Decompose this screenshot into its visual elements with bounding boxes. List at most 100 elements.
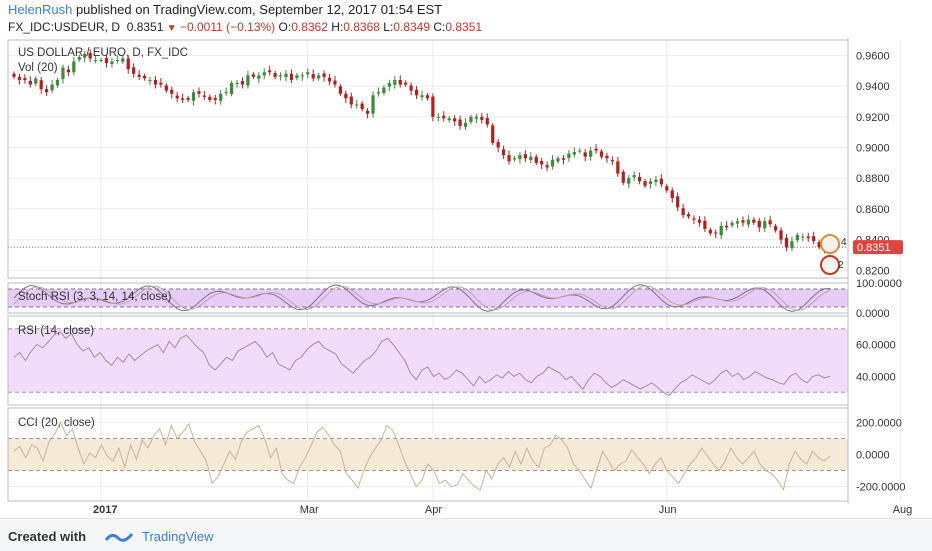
candle-body xyxy=(425,95,430,99)
candle-body xyxy=(414,89,419,96)
x-tick-label: 2017 xyxy=(93,504,117,516)
candle-body xyxy=(191,92,196,101)
candle-body xyxy=(229,82,234,95)
last-price-badge: 0.8351 xyxy=(853,240,903,255)
candle-body xyxy=(371,95,375,114)
candle-body xyxy=(714,232,718,234)
candle-body xyxy=(72,61,76,73)
event-markers[interactable]: 4 2 xyxy=(820,234,847,275)
candle-body xyxy=(790,241,794,249)
candle-body xyxy=(257,75,261,79)
candle-body xyxy=(708,229,712,234)
rsi-band xyxy=(8,328,848,393)
candle-body xyxy=(34,78,38,84)
low-label: L: xyxy=(383,20,394,34)
candle-body xyxy=(327,77,332,82)
flag-event-icon[interactable] xyxy=(820,255,840,275)
candle-body xyxy=(512,158,517,160)
candle-body xyxy=(463,122,468,127)
chart-area[interactable]: US DOLLAR / EURO, D, FX_IDC Vol (20) Sto… xyxy=(0,38,932,518)
cci-tick-label: 0.0000 xyxy=(856,450,890,462)
y-tick-label: 0.8200 xyxy=(856,265,890,277)
stoch-k-line xyxy=(13,284,831,313)
candle-body xyxy=(126,58,130,70)
candle-body xyxy=(88,52,92,59)
candle-body xyxy=(779,230,783,240)
rsi-tick-label: 60.0000 xyxy=(856,340,896,352)
candle-body xyxy=(398,79,402,85)
candle-body xyxy=(752,219,756,223)
event-count-top: 4 xyxy=(841,237,847,248)
cci-title: CCI (20, close) xyxy=(18,417,95,429)
candle-body xyxy=(507,155,511,162)
stoch-tick-label: 0.0000 xyxy=(856,308,890,320)
candle-body xyxy=(83,53,87,58)
candle-body xyxy=(621,171,625,183)
candle-body xyxy=(567,153,571,158)
grid-lines xyxy=(8,40,902,501)
candle-body xyxy=(186,98,190,100)
close-value: 0.8351 xyxy=(445,20,483,34)
candle-body xyxy=(730,222,734,226)
candle-body xyxy=(159,82,163,85)
y-tick-label: 0.9400 xyxy=(856,81,890,93)
candle-body xyxy=(66,69,71,73)
candle-body xyxy=(768,220,772,225)
footer-bar: Created with TradingView xyxy=(0,518,932,551)
candle-body xyxy=(757,220,761,228)
rsi-line xyxy=(13,331,831,397)
candle-body xyxy=(23,78,27,80)
candle-body xyxy=(317,75,321,79)
x-axis[interactable]: 2017MarAprJunAugSep xyxy=(93,504,932,516)
candle-body xyxy=(692,218,696,220)
created-with-label: Created with xyxy=(8,529,87,544)
candle-body xyxy=(545,165,549,168)
candle-body xyxy=(295,75,299,79)
candle-body xyxy=(115,59,119,61)
candle-body xyxy=(817,242,821,248)
candle-body xyxy=(404,82,408,85)
candle-body xyxy=(93,59,98,61)
candle-body xyxy=(28,80,32,85)
cci-line xyxy=(13,421,831,492)
candle-body xyxy=(719,225,723,236)
y-axis[interactable]: 0.96000.94000.92000.90000.88000.86000.84… xyxy=(856,50,906,493)
event-count-bottom: 2 xyxy=(838,260,844,271)
earnings-event-icon[interactable] xyxy=(820,234,840,254)
candle-body xyxy=(110,61,114,64)
candle-body xyxy=(246,75,250,86)
candle-body xyxy=(501,149,506,156)
x-tick-label: Apr xyxy=(425,504,442,516)
symbol-label: FX_IDC:USDEUR, D xyxy=(8,20,121,34)
candle-body xyxy=(697,219,702,223)
candle-body xyxy=(208,96,212,100)
candle-body xyxy=(164,85,168,91)
y-tick-label: 0.8600 xyxy=(856,204,890,216)
candle-body xyxy=(360,103,364,110)
last-price: 0.8351 xyxy=(126,20,164,34)
candle-body xyxy=(17,76,22,80)
candle-body xyxy=(365,110,370,114)
candle-body xyxy=(643,181,647,186)
candle-body xyxy=(578,150,582,152)
candle-body xyxy=(382,87,386,94)
candle-body xyxy=(235,82,239,84)
candle-body xyxy=(197,91,201,94)
candle-body xyxy=(273,73,277,77)
candle-body xyxy=(654,179,658,183)
y-tick-label: 0.9600 xyxy=(856,50,890,62)
candle-body xyxy=(627,178,631,184)
candle-body xyxy=(420,95,424,98)
tradingview-logo-icon xyxy=(104,533,134,542)
rsi-title: RSI (14, close) xyxy=(18,325,94,337)
x-tick-label: Jun xyxy=(659,504,677,516)
candle-body xyxy=(648,181,653,185)
tradingview-link[interactable]: TradingView xyxy=(142,529,214,544)
candle-body xyxy=(610,160,615,162)
candle-body xyxy=(589,150,593,157)
indicator-bands xyxy=(8,288,848,472)
x-tick-label: Mar xyxy=(300,504,319,516)
author-link[interactable]: HelenRush xyxy=(8,2,73,17)
candle-body xyxy=(349,96,353,105)
candle-body xyxy=(491,125,495,143)
